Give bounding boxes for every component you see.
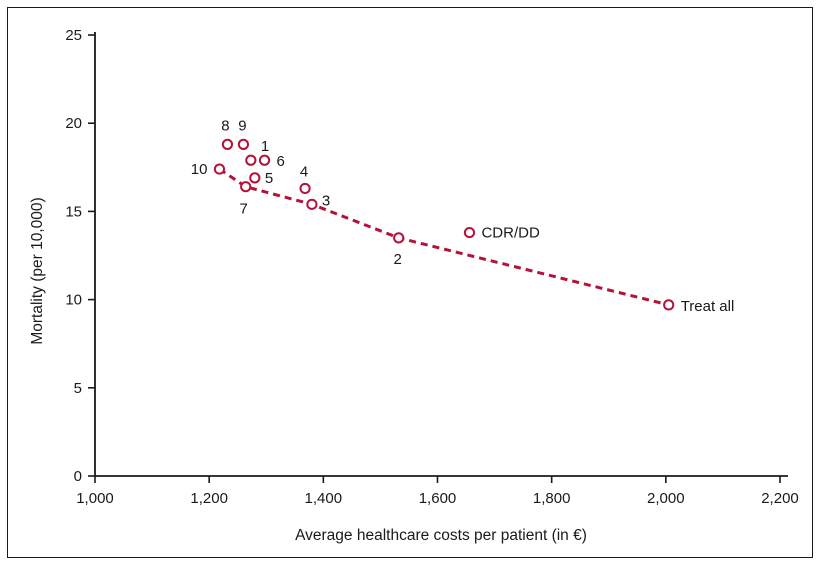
axes <box>94 32 788 477</box>
data-point <box>463 226 476 239</box>
x-tick-label: 2,200 <box>761 490 799 507</box>
point-label: 3 <box>322 192 330 209</box>
point-label: 4 <box>300 163 308 180</box>
y-tick-label: 5 <box>74 380 82 397</box>
y-tick-label: 0 <box>74 468 82 485</box>
point-label: 10 <box>191 161 208 178</box>
data-point <box>258 154 271 166</box>
x-tick-label: 1,000 <box>76 490 114 507</box>
point-label: 2 <box>394 251 402 268</box>
point-label: Treat all <box>681 298 735 315</box>
point-label: CDR/DD <box>481 225 539 242</box>
chart-frame <box>7 7 813 558</box>
x-tick-label: 2,000 <box>647 490 685 507</box>
point-label: 8 <box>221 117 229 134</box>
data-point <box>213 163 226 175</box>
x-tick-label: 1,400 <box>305 490 343 507</box>
point-label: 5 <box>265 170 273 187</box>
data-point <box>299 182 311 195</box>
data-point <box>249 172 261 184</box>
y-tick-label: 20 <box>65 115 82 132</box>
x-axis-title: Average healthcare costs per patient (in… <box>295 527 587 544</box>
data-point <box>393 232 405 244</box>
data-point <box>240 181 252 193</box>
efficiency-frontier-line <box>218 167 670 307</box>
x-tick-label: 1,200 <box>190 490 228 507</box>
data-point <box>306 198 318 210</box>
y-ticks: 0 5 10 15 20 25 <box>65 27 95 485</box>
point-label: 1 <box>261 138 269 155</box>
y-tick-label: 15 <box>65 203 82 220</box>
point-label: 7 <box>240 201 248 218</box>
x-ticks: 1,000 1,200 1,400 1,600 1,800 2,000 2,200 <box>76 476 799 507</box>
data-point <box>221 138 234 150</box>
point-label: 6 <box>277 153 285 170</box>
x-tick-label: 1,800 <box>533 490 571 507</box>
point-label: 9 <box>238 117 246 134</box>
data-point <box>245 154 257 166</box>
y-axis-title: Mortality (per 10,000) <box>29 197 46 344</box>
data-point <box>237 138 250 150</box>
y-tick-label: 10 <box>65 292 82 309</box>
data-point <box>663 299 675 311</box>
y-tick-label: 25 <box>65 27 82 44</box>
x-tick-label: 1,600 <box>419 490 457 507</box>
data-points <box>213 138 675 311</box>
